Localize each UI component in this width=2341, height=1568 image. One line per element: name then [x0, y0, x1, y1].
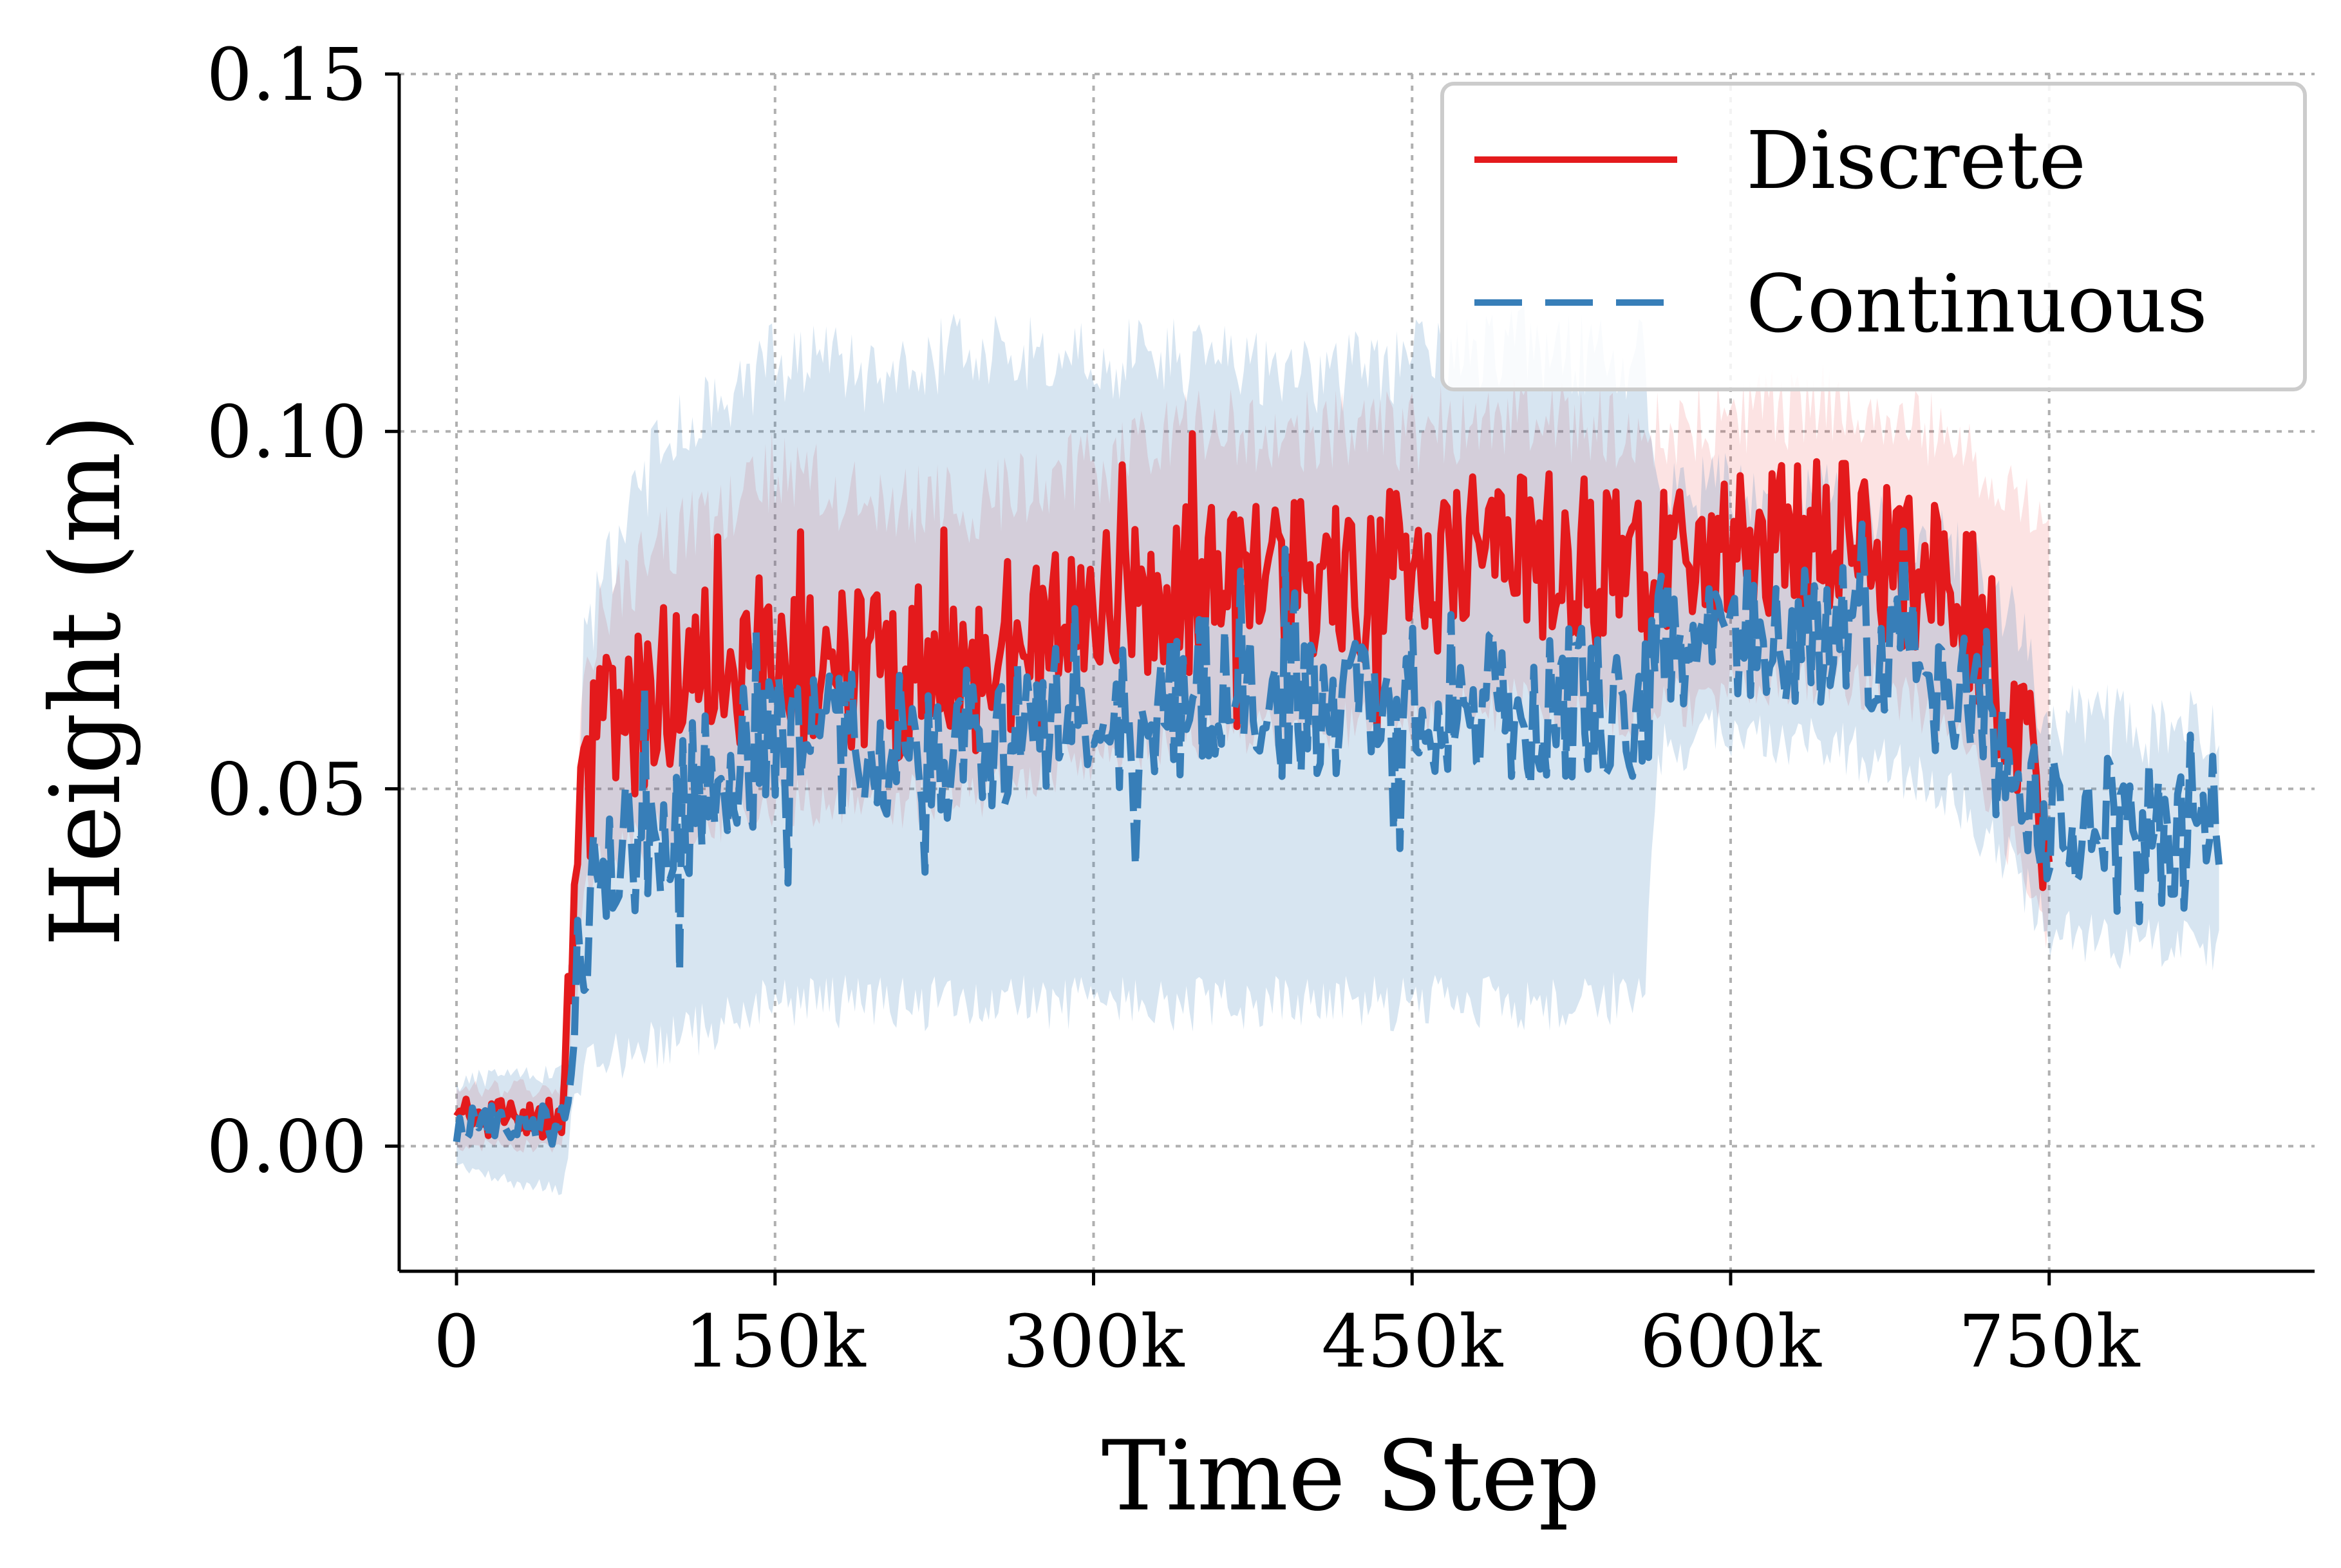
y-tick-label: 0.15: [207, 33, 367, 117]
x-tick-label: 450k: [1321, 1300, 1503, 1384]
series-line-discrete: [453, 430, 2053, 1141]
x-tick-label: 300k: [1003, 1300, 1185, 1384]
legend: Discrete Continuous: [1440, 82, 2307, 391]
band-discrete: [456, 362, 2049, 1153]
x-tick-label: 150k: [684, 1300, 867, 1384]
y-tick-label: 0.10: [207, 391, 367, 474]
x-tick-label: 600k: [1640, 1300, 1822, 1384]
y-axis-title: Height (m): [30, 414, 142, 946]
legend-label-continuous: Continuous: [1746, 258, 2208, 351]
tick-labels: 0 150k 300k 450k 600k 750k 0.00 0.05 0.10 0.15: [207, 33, 2141, 1384]
x-axis-title: Time Step: [1102, 1421, 1601, 1533]
x-tick-label: 0: [433, 1300, 479, 1384]
legend-label-discrete: Discrete: [1746, 115, 2086, 207]
series-lines: [453, 430, 2223, 1148]
y-tick-label: 0.05: [207, 748, 367, 832]
y-tick-label: 0.00: [207, 1106, 367, 1190]
x-tick-label: 750k: [1959, 1300, 2141, 1384]
series-line-continuous: [453, 520, 2223, 1148]
axes: [385, 72, 2315, 1285]
